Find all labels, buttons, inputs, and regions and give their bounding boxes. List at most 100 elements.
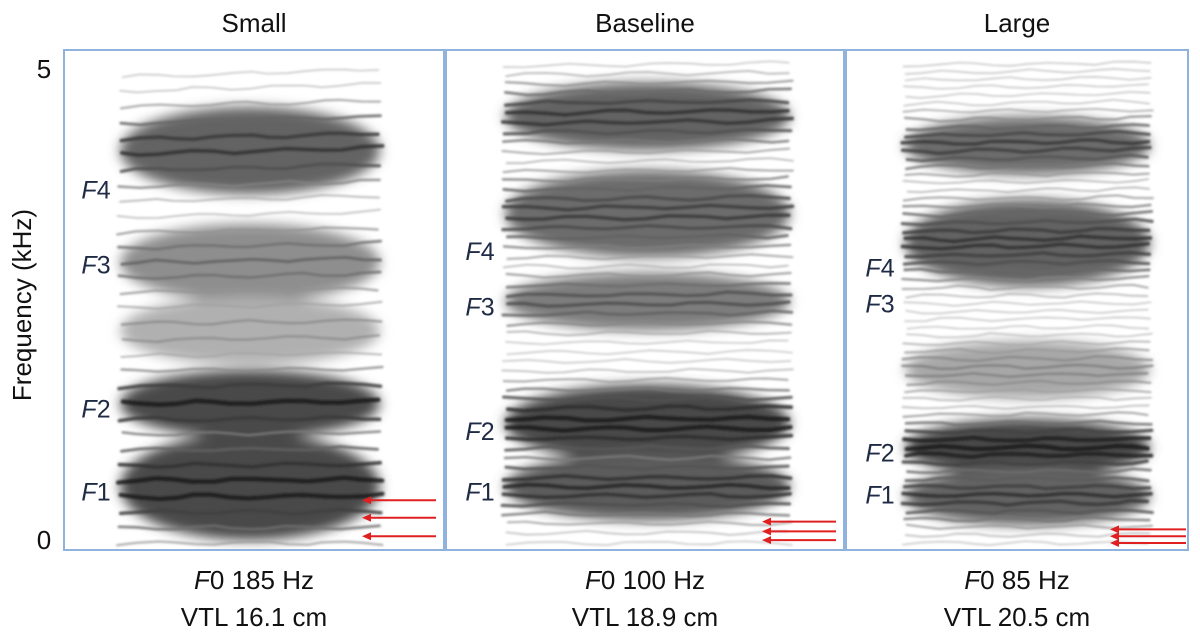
harmonic-line <box>900 138 1151 146</box>
y-tick-0: 0 <box>37 525 51 555</box>
harmonic-line <box>904 427 1154 436</box>
harmonic-line <box>120 397 381 407</box>
harmonic-line <box>902 202 1152 209</box>
harmonic-line <box>504 433 794 442</box>
harmonic-line <box>121 430 382 437</box>
panel-title-large: Large <box>984 8 1051 38</box>
y-axis-label: Frequency (kHz) <box>7 209 37 401</box>
formant-letter: F <box>81 251 98 279</box>
harmonic-line <box>506 520 793 527</box>
harmonic-line <box>118 491 385 501</box>
formant-label-f4: F4 <box>865 254 894 282</box>
formant-band <box>120 223 380 302</box>
harmonic-line <box>502 243 792 250</box>
harmonic-line <box>501 491 792 500</box>
harmonic-line <box>900 145 1152 156</box>
harmonic-line <box>901 540 1149 546</box>
harmonic-line <box>905 523 1154 530</box>
harmonic-line <box>900 217 1154 227</box>
formant-letter: F <box>81 176 98 204</box>
harmonic-line <box>117 460 382 470</box>
harmonic-line <box>120 351 383 359</box>
harmonic-line <box>906 379 1152 387</box>
harmonic-line <box>501 175 789 184</box>
formant-band <box>505 170 790 258</box>
harmonic-line <box>904 316 1151 322</box>
panel-border-large <box>845 49 1189 551</box>
vtl-label-baseline: VTL 18.9 cm <box>572 602 718 632</box>
harmonic-line <box>902 178 1150 185</box>
harmonic-line <box>116 475 385 485</box>
formant-letter: F <box>865 481 882 509</box>
harmonic-line <box>505 213 791 222</box>
harmonic-line <box>117 300 383 310</box>
harmonic-line <box>505 386 791 393</box>
harmonic-line <box>119 82 382 94</box>
harmonic-line <box>502 167 794 174</box>
harmonic-line <box>901 355 1154 363</box>
formant-band <box>905 199 1150 287</box>
formant-number: 1 <box>881 481 895 509</box>
harmonic-line <box>901 459 1149 467</box>
formant-number: 3 <box>97 251 111 279</box>
harmonic-line <box>500 116 795 127</box>
harmonic-line <box>502 60 790 68</box>
panel-border-small <box>63 49 445 551</box>
harmonic-line <box>120 144 385 157</box>
spectrogram-small <box>115 68 385 547</box>
harmonic-line <box>117 270 382 281</box>
harmonic-line <box>902 411 1149 418</box>
harmonic-arrow-head <box>362 496 371 505</box>
harmonic-line <box>903 451 1154 460</box>
formant-number: 1 <box>97 478 111 506</box>
harmonic-line <box>506 300 791 308</box>
harmonic-line <box>904 68 1151 75</box>
harmonic-arrow-head <box>1110 532 1119 541</box>
harmonic-line <box>904 475 1150 483</box>
harmonic-line <box>906 332 1153 339</box>
harmonic-line <box>505 281 791 289</box>
harmonic-line <box>902 395 1152 402</box>
harmonic-line <box>117 239 383 251</box>
harmonic-line <box>902 60 1152 68</box>
harmonic-line <box>116 226 379 236</box>
harmonic-line <box>119 131 380 143</box>
harmonic-line <box>116 208 381 219</box>
harmonic-line <box>903 83 1150 90</box>
formant-label-f2: F2 <box>81 396 110 424</box>
harmonic-line <box>504 339 789 346</box>
harmonic-line <box>505 194 791 203</box>
formant-label-f1: F1 <box>81 478 110 506</box>
harmonic-line <box>502 184 792 193</box>
harmonic-line <box>501 474 793 482</box>
harmonic-line <box>905 308 1149 315</box>
panel-title-small: Small <box>221 8 286 38</box>
f0-label-large: F0 85 Hz <box>964 565 1070 595</box>
formant-label-f3: F3 <box>865 290 894 318</box>
harmonic-line <box>906 467 1152 474</box>
formant-label-f3: F3 <box>465 293 494 321</box>
harmonic-line <box>117 178 381 189</box>
harmonic-line <box>901 363 1154 371</box>
harmonic-line <box>505 540 793 546</box>
harmonic-line <box>904 532 1151 538</box>
harmonic-line <box>118 507 383 516</box>
harmonic-line <box>506 349 793 356</box>
harmonic-line <box>904 251 1152 259</box>
formant-letter: F <box>465 238 482 266</box>
formant-band <box>505 384 790 463</box>
harmonic-line <box>505 157 794 164</box>
harmonic-line <box>504 414 791 423</box>
harmonic-line <box>121 68 380 78</box>
harmonic-arrow-head <box>1110 525 1119 534</box>
harmonic-line <box>504 87 792 97</box>
harmonic-arrow-head <box>362 513 371 522</box>
harmonic-line <box>506 253 794 261</box>
harmonic-line <box>506 329 792 337</box>
harmonic-line <box>905 508 1154 515</box>
harmonic-line <box>904 129 1151 139</box>
harmonic-line <box>119 286 379 296</box>
harmonic-line <box>501 203 795 212</box>
harmonic-line <box>115 540 384 547</box>
